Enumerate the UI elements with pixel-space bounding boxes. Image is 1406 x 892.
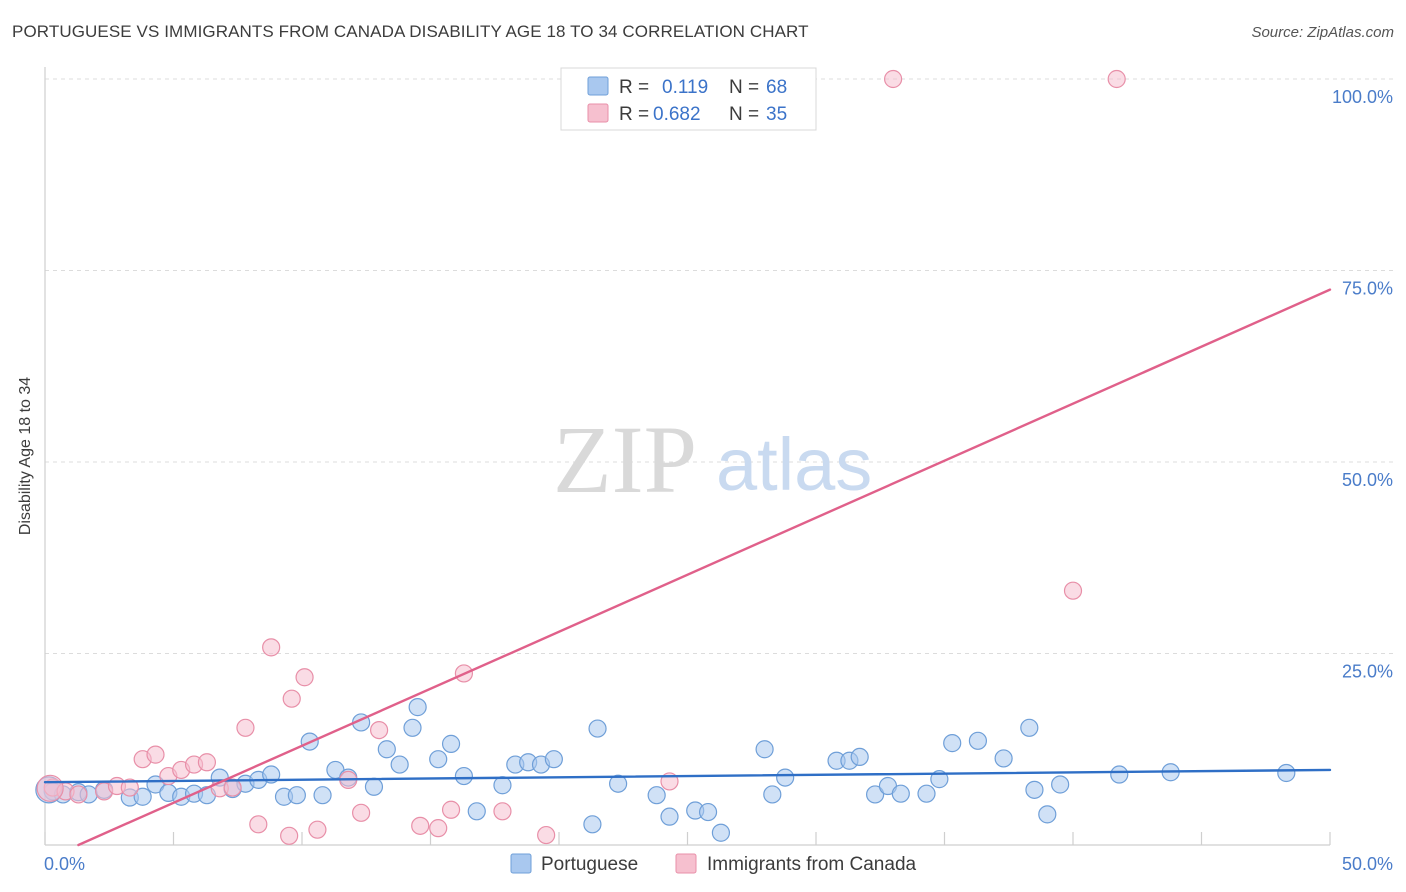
point-canada	[69, 785, 88, 804]
point-canada	[120, 778, 139, 797]
point-portuguese	[1110, 765, 1129, 784]
point-canada	[352, 803, 371, 822]
stats-n-value-canada: 35	[766, 104, 787, 125]
watermark-zip: ZIP	[553, 406, 697, 513]
point-canada	[411, 816, 430, 835]
point-portuguese	[377, 740, 396, 759]
point-portuguese	[313, 786, 332, 805]
x-tick-label-min: 0.0%	[44, 854, 85, 874]
point-portuguese	[698, 802, 718, 822]
point-portuguese	[429, 750, 448, 769]
point-canada	[429, 819, 448, 838]
point-portuguese	[454, 766, 474, 786]
stats-r-value-portuguese: 0.119	[662, 77, 708, 98]
point-portuguese	[850, 747, 869, 767]
trend-lines	[43, 288, 1332, 847]
axes	[44, 67, 1331, 846]
data-points	[35, 69, 1296, 845]
point-portuguese	[583, 815, 602, 834]
stats-n-label-canada: N =	[729, 104, 759, 125]
point-canada	[1107, 69, 1126, 89]
point-portuguese	[994, 749, 1013, 768]
point-canada	[146, 745, 165, 764]
point-canada	[249, 815, 268, 834]
point-canada	[370, 720, 389, 740]
point-portuguese	[364, 777, 384, 796]
point-canada	[295, 668, 314, 687]
point-portuguese	[968, 731, 988, 750]
point-canada	[282, 689, 301, 708]
point-portuguese	[609, 774, 628, 793]
point-portuguese	[403, 718, 422, 737]
point-canada	[236, 718, 255, 737]
stats-r-label-portuguese: R =	[619, 77, 649, 98]
point-portuguese	[917, 784, 936, 803]
watermark: ZIP atlas	[553, 406, 872, 513]
point-portuguese	[544, 750, 563, 769]
point-portuguese	[763, 785, 782, 804]
point-portuguese	[647, 786, 666, 805]
legend-label-canada: Immigrants from Canada	[707, 854, 917, 875]
stats-legend: R = 0.119 N = 68 R = 0.682 N = 35	[560, 67, 817, 131]
point-canada	[308, 820, 327, 839]
point-canada	[197, 753, 217, 772]
x-tick-labels: 0.0% 50.0%	[44, 854, 1393, 874]
point-canada	[537, 825, 556, 845]
point-portuguese	[866, 785, 885, 804]
point-portuguese	[1051, 775, 1070, 794]
point-canada	[441, 800, 461, 819]
point-canada	[36, 774, 64, 802]
point-portuguese	[390, 755, 409, 774]
stats-n-label-portuguese: N =	[729, 77, 759, 98]
point-portuguese	[755, 740, 774, 759]
trend-line-portuguese	[43, 768, 1332, 784]
point-portuguese	[1025, 780, 1044, 799]
point-portuguese	[1020, 718, 1039, 737]
point-portuguese	[262, 765, 281, 784]
point-canada	[280, 826, 299, 845]
y-tick-label: 50.0%	[1342, 470, 1393, 490]
point-portuguese	[441, 734, 461, 753]
point-portuguese	[467, 802, 486, 821]
stats-legend-swatch-portuguese	[587, 76, 609, 96]
legend-label-portuguese: Portuguese	[541, 854, 638, 875]
legend-swatch-portuguese	[510, 853, 532, 874]
x-tick-label-max: 50.0%	[1342, 854, 1393, 874]
series-legend: Portuguese Immigrants from Canada	[510, 853, 917, 875]
chart-title: PORTUGUESE VS IMMIGRANTS FROM CANADA DIS…	[12, 22, 809, 41]
point-portuguese	[660, 807, 679, 826]
stats-n-value-portuguese: 68	[766, 77, 787, 98]
point-portuguese	[588, 719, 607, 738]
watermark-atlas: atlas	[716, 423, 872, 506]
point-canada	[493, 802, 512, 821]
source-credit: Source: ZipAtlas.com	[1251, 24, 1394, 41]
point-portuguese	[943, 734, 962, 753]
point-canada	[223, 778, 242, 797]
point-portuguese	[776, 768, 795, 787]
point-portuguese	[493, 776, 512, 795]
point-portuguese	[408, 698, 427, 717]
stats-r-value-canada: 0.682	[653, 104, 701, 125]
legend-swatch-canada	[675, 853, 697, 874]
point-portuguese	[1038, 805, 1057, 824]
point-canada	[1063, 581, 1083, 600]
point-portuguese	[891, 784, 910, 803]
point-canada	[883, 69, 903, 89]
point-portuguese	[133, 787, 152, 806]
stats-legend-swatch-canada	[587, 103, 609, 123]
point-portuguese	[287, 786, 306, 805]
grid-lines	[45, 78, 1395, 654]
trend-line-canada	[77, 288, 1332, 847]
y-tick-labels: 25.0% 50.0% 75.0% 100.0%	[1332, 87, 1393, 682]
y-tick-label: 25.0%	[1342, 662, 1393, 682]
y-tick-label: 75.0%	[1342, 279, 1393, 299]
stats-r-label-canada: R =	[619, 104, 649, 125]
y-tick-label: 100.0%	[1332, 87, 1393, 107]
point-portuguese	[711, 823, 731, 842]
point-portuguese	[1277, 763, 1296, 783]
point-canada	[262, 638, 281, 657]
